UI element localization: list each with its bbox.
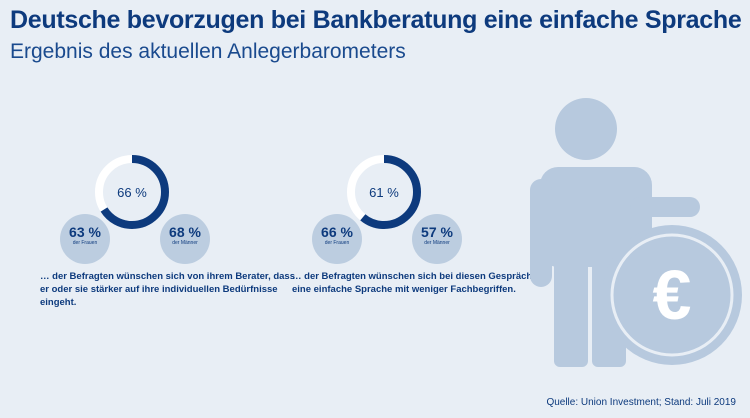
chart-title: Deutsche bevorzugen bei Bankberatung ein… — [10, 6, 742, 34]
men-percent-2: 57 % — [421, 224, 453, 240]
men-label-2: der Männer — [424, 240, 450, 246]
source-note: Quelle: Union Investment; Stand: Juli 20… — [546, 397, 736, 408]
donut-svg-1 — [95, 155, 169, 229]
stat-panel-2: 61 % 66 % der Frauen 57 % der Männer … d… — [292, 150, 592, 320]
men-label-1: der Männer — [172, 240, 198, 246]
donut-svg-2 — [347, 155, 421, 229]
donut-chart-2: 61 % — [342, 150, 426, 234]
svg-text:€: € — [653, 256, 692, 334]
chart-subtitle: Ergebnis des aktuellen Anlegerbarometers — [10, 40, 406, 63]
stat-panel-1: 66 % 63 % der Frauen 68 % der Männer … d… — [40, 150, 340, 320]
donut-arc-2 — [347, 155, 421, 229]
stat-description-1: … der Befragten wünschen sich von ihrem … — [40, 271, 295, 308]
group-bubble-women-2: 66 % der Frauen — [312, 214, 362, 264]
women-label-2: der Frauen — [324, 240, 350, 246]
stat-description-2: … der Befragten wünschen sich bei diesen… — [292, 271, 544, 295]
donut-chart-1: 66 % — [90, 150, 174, 234]
women-percent-1: 63 % — [69, 224, 101, 240]
men-percent-1: 68 % — [169, 224, 201, 240]
women-percent-2: 66 % — [321, 224, 353, 240]
donut-total-label-1: 66 % — [117, 184, 147, 200]
donut-arc-1 — [95, 155, 169, 229]
group-bubble-men-1: 68 % der Männer — [160, 214, 210, 264]
group-bubble-men-2: 57 % der Männer — [412, 214, 462, 264]
group-bubble-women-1: 63 % der Frauen — [60, 214, 110, 264]
donut-total-label-2: 61 % — [369, 184, 399, 200]
person-illustration: € — [530, 98, 742, 367]
women-label-1: der Frauen — [72, 240, 98, 246]
euro-coin-icon: € — [602, 225, 742, 365]
